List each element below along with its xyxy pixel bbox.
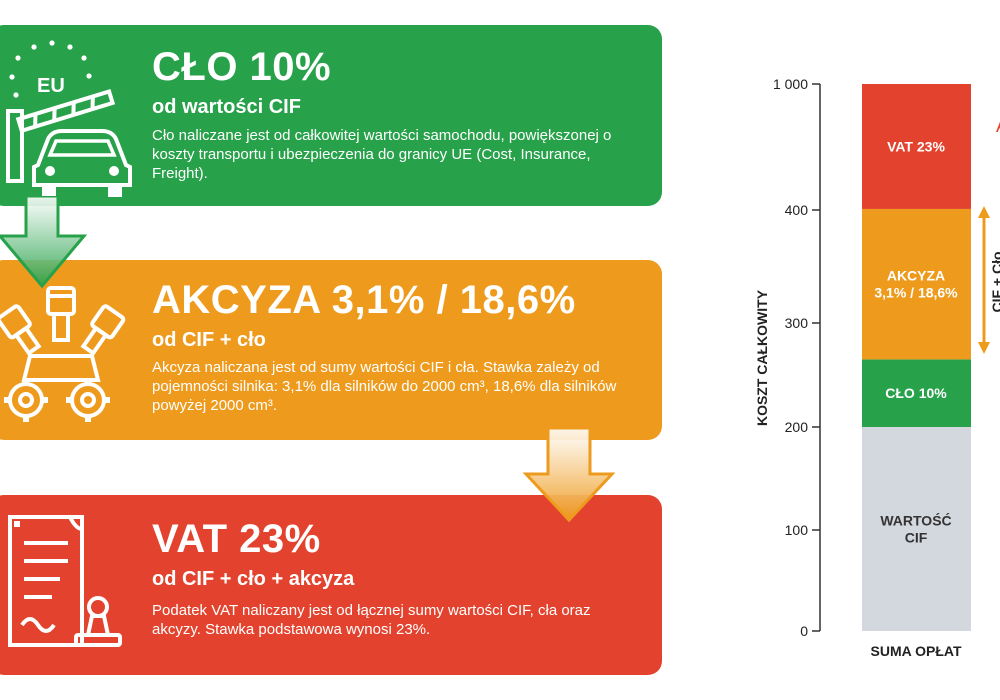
y-tick-label: 400 [785,202,809,218]
akcyza-title: AKCYZA 3,1% / 18,6% [152,278,576,322]
y-tick-label: 1 000 [773,76,808,92]
cif-clo-bracket: CIF + Cło [978,206,1000,354]
segment-label-akcyza: AKCYZA [887,268,945,284]
akcyza-card: AKCYZA 3,1% / 18,6% od CIF + cło Akcyza … [0,260,662,440]
bar-segment-akcyza [862,208,971,360]
engine-gears-icon [0,286,126,422]
y-tick-label: 200 [785,419,809,435]
akcyza-subtitle: od CIF + cło [152,329,266,351]
bar-segment-cif [862,427,971,631]
bar-segment-vat [862,84,971,209]
arrow-down-icon [522,428,616,523]
bar-segment-clo [862,359,971,427]
clo-subtitle: od wartości CIF [152,96,301,118]
vat-subtitle: od CIF + cło + akcyza [152,568,355,590]
segment-label-akcyza: 3,1% / 18,6% [874,285,958,301]
eu-badge: EU [37,75,65,97]
vat-card: VAT 23% od CIF + cło + akcyza Podatek VA… [0,495,662,675]
clo-title: CŁO 10% [152,45,332,89]
arrow-down-icon [0,196,88,289]
segment-label-vat: VAT 23% [887,138,945,154]
document-stamp-icon [8,515,122,647]
y-axis-label: KOSZT CAŁKOWITY [754,289,770,426]
segment-label-cif: WARTOŚĆ [880,512,951,529]
clo-description: Cło naliczane jest od całkowitej wartośc… [152,127,612,182]
y-tick-label: 100 [785,522,809,538]
vat-description: Podatek VAT naliczany jest od łącznej su… [152,602,591,638]
y-tick-label: 300 [785,315,809,331]
x-category-label: SUMA OPŁAT [871,643,962,659]
bracket-label: CIF + Cło [989,251,1000,312]
vat-title: VAT 23% [152,517,321,561]
segment-label-clo: CŁO 10% [885,385,947,401]
clo-card: EU CŁO 10% od wartości CIF Cło naliczane… [0,25,662,206]
y-tick-label: 0 [800,623,808,639]
segment-label-cif: CIF [905,530,928,546]
akcyza-description: Akcyza naliczana jest od sumy wartości C… [152,359,617,414]
eu-border-car-icon: EU [6,40,132,197]
edge-letter: A [996,116,1000,136]
